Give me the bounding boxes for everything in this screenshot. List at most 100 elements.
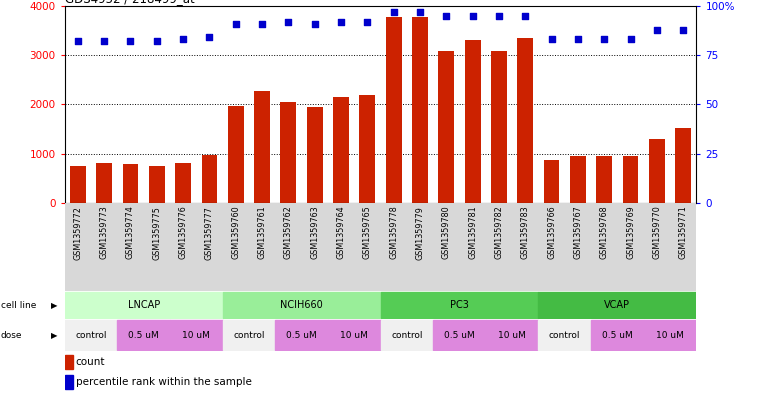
Text: GSM1359776: GSM1359776 bbox=[179, 206, 188, 259]
Text: GSM1359783: GSM1359783 bbox=[521, 206, 530, 259]
Point bbox=[72, 38, 84, 44]
Text: GSM1359779: GSM1359779 bbox=[416, 206, 425, 259]
Bar bbox=[380, 292, 539, 318]
Text: GSM1359762: GSM1359762 bbox=[284, 206, 293, 259]
Text: 0.5 uM: 0.5 uM bbox=[444, 331, 475, 340]
Text: control: control bbox=[233, 331, 265, 340]
Point bbox=[519, 13, 531, 19]
Text: GSM1359766: GSM1359766 bbox=[547, 206, 556, 259]
Bar bbox=[123, 163, 139, 203]
Point bbox=[414, 9, 426, 15]
Text: GSM1359772: GSM1359772 bbox=[73, 206, 82, 259]
Text: LNCAP: LNCAP bbox=[128, 300, 160, 310]
Point bbox=[256, 20, 268, 27]
Bar bbox=[65, 355, 72, 369]
Text: PC3: PC3 bbox=[450, 300, 469, 310]
Bar bbox=[380, 320, 433, 351]
Bar bbox=[223, 292, 380, 318]
Bar bbox=[149, 166, 164, 203]
Bar bbox=[412, 17, 428, 203]
Point bbox=[361, 18, 374, 25]
Bar bbox=[517, 38, 533, 203]
Bar bbox=[644, 320, 696, 351]
Text: GSM1359765: GSM1359765 bbox=[363, 206, 372, 259]
Bar bbox=[307, 107, 323, 203]
Text: GSM1359769: GSM1359769 bbox=[626, 206, 635, 259]
Point bbox=[625, 36, 637, 42]
Text: ▶: ▶ bbox=[50, 301, 57, 310]
Bar bbox=[386, 17, 402, 203]
Text: control: control bbox=[75, 331, 107, 340]
Bar bbox=[570, 156, 586, 203]
Text: 10 uM: 10 uM bbox=[656, 331, 684, 340]
Point bbox=[651, 26, 663, 33]
Bar bbox=[675, 128, 691, 203]
Text: 0.5 uM: 0.5 uM bbox=[129, 331, 159, 340]
Bar bbox=[591, 320, 644, 351]
Text: GSM1359774: GSM1359774 bbox=[126, 206, 135, 259]
Bar bbox=[359, 95, 375, 203]
Text: 0.5 uM: 0.5 uM bbox=[286, 331, 317, 340]
Point bbox=[309, 20, 321, 27]
Bar bbox=[539, 320, 591, 351]
Bar bbox=[622, 156, 638, 203]
Point bbox=[230, 20, 242, 27]
Point bbox=[151, 38, 163, 44]
Point bbox=[440, 13, 452, 19]
Text: control: control bbox=[391, 331, 422, 340]
Text: count: count bbox=[76, 357, 105, 367]
Text: 10 uM: 10 uM bbox=[498, 331, 526, 340]
Bar bbox=[70, 166, 86, 203]
Text: VCAP: VCAP bbox=[604, 300, 630, 310]
Bar bbox=[281, 103, 296, 203]
Point bbox=[493, 13, 505, 19]
Bar bbox=[117, 320, 170, 351]
Point bbox=[282, 18, 295, 25]
Point bbox=[98, 38, 110, 44]
Bar bbox=[65, 320, 117, 351]
Point bbox=[203, 34, 215, 40]
Point bbox=[387, 9, 400, 15]
Point bbox=[572, 36, 584, 42]
Text: GSM1359767: GSM1359767 bbox=[573, 206, 582, 259]
Bar bbox=[543, 160, 559, 203]
Point bbox=[546, 36, 558, 42]
Text: GDS4952 / 218499_at: GDS4952 / 218499_at bbox=[65, 0, 194, 5]
Text: GSM1359768: GSM1359768 bbox=[600, 206, 609, 259]
Bar bbox=[254, 91, 270, 203]
Text: control: control bbox=[549, 331, 581, 340]
Text: GSM1359770: GSM1359770 bbox=[652, 206, 661, 259]
Text: GSM1359780: GSM1359780 bbox=[442, 206, 451, 259]
Text: GSM1359778: GSM1359778 bbox=[389, 206, 398, 259]
Text: GSM1359771: GSM1359771 bbox=[679, 206, 688, 259]
Bar bbox=[438, 51, 454, 203]
Bar bbox=[275, 320, 328, 351]
Bar bbox=[223, 320, 275, 351]
Bar bbox=[65, 292, 223, 318]
Text: GSM1359764: GSM1359764 bbox=[336, 206, 345, 259]
Bar bbox=[175, 163, 191, 203]
Point bbox=[466, 13, 479, 19]
Bar bbox=[465, 40, 480, 203]
Text: GSM1359775: GSM1359775 bbox=[152, 206, 161, 259]
Text: GSM1359761: GSM1359761 bbox=[257, 206, 266, 259]
Point bbox=[677, 26, 689, 33]
Text: GSM1359777: GSM1359777 bbox=[205, 206, 214, 259]
Text: 0.5 uM: 0.5 uM bbox=[602, 331, 632, 340]
Text: 10 uM: 10 uM bbox=[340, 331, 368, 340]
Bar bbox=[597, 156, 612, 203]
Bar bbox=[202, 155, 218, 203]
Bar bbox=[491, 51, 507, 203]
Text: cell line: cell line bbox=[1, 301, 36, 310]
Bar bbox=[65, 375, 72, 389]
Bar bbox=[228, 107, 244, 203]
Point bbox=[598, 36, 610, 42]
Text: GSM1359760: GSM1359760 bbox=[231, 206, 240, 259]
Bar bbox=[433, 320, 486, 351]
Point bbox=[177, 36, 189, 42]
Point bbox=[124, 38, 136, 44]
Text: percentile rank within the sample: percentile rank within the sample bbox=[76, 377, 252, 387]
Text: GSM1359782: GSM1359782 bbox=[495, 206, 504, 259]
Bar bbox=[486, 320, 539, 351]
Text: GSM1359763: GSM1359763 bbox=[310, 206, 319, 259]
